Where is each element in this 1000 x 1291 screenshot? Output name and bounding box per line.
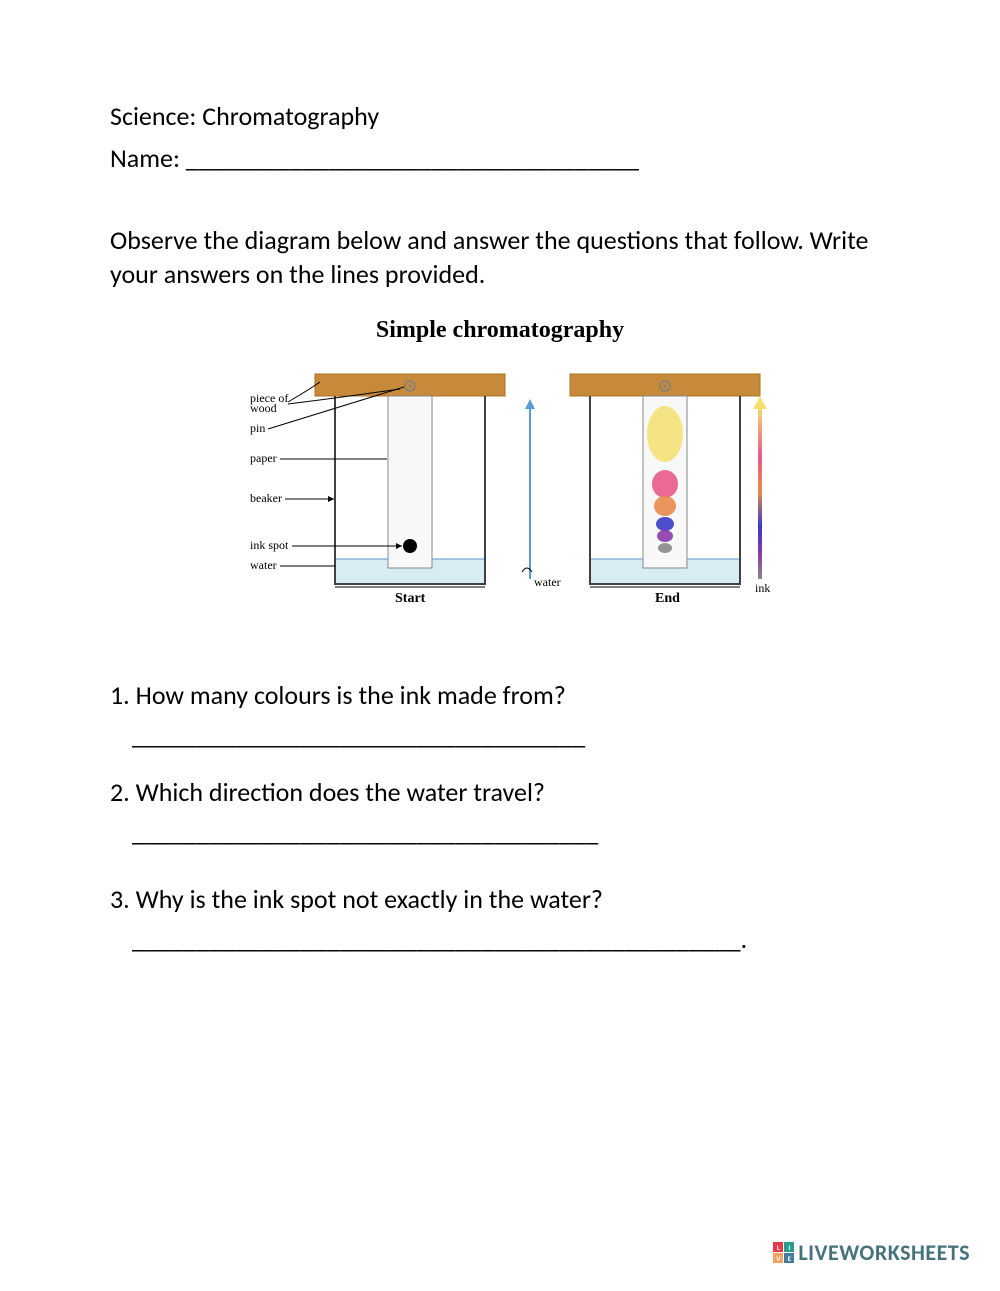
label-water: water xyxy=(250,558,277,572)
answer-line-2[interactable]: ____________________________________ xyxy=(110,816,890,848)
ink-arrow: ink xyxy=(753,396,770,595)
question-1: 1. How many colours is the ink made from… xyxy=(110,679,890,711)
label-piece-of-wood-2: wood xyxy=(250,401,277,415)
diagram-container: Simple chromatography piece of wood pin xyxy=(110,317,890,639)
name-field[interactable]: Name: __________________________________… xyxy=(110,142,890,174)
water-arrow: water xyxy=(522,399,561,589)
label-ink-spot: ink spot xyxy=(250,538,289,552)
label-pin: pin xyxy=(250,421,265,435)
svg-text:ink: ink xyxy=(755,581,770,595)
label-end: End xyxy=(655,591,680,606)
label-beaker: beaker xyxy=(250,491,282,505)
watermark-icon: L I V E xyxy=(773,1242,794,1263)
label-paper: paper xyxy=(250,451,277,465)
chromatography-diagram: piece of wood pin paper beaker ink spot … xyxy=(220,354,780,634)
instructions-text: Observe the diagram below and answer the… xyxy=(110,224,890,292)
question-2: 2. Which direction does the water travel… xyxy=(110,776,890,808)
watermark: L I V E LIVEWORKSHEETS xyxy=(773,1239,970,1266)
answer-line-3[interactable]: ________________________________________… xyxy=(110,923,890,955)
label-start: Start xyxy=(395,591,426,606)
diagram-title: Simple chromatography xyxy=(110,317,890,344)
end-beaker-group xyxy=(570,374,760,584)
subject-title: Science: Chromatography xyxy=(110,100,890,132)
question-3: 3. Why is the ink spot not exactly in th… xyxy=(110,883,890,915)
answer-line-1[interactable]: ___________________________________ xyxy=(110,719,890,751)
svg-text:water: water xyxy=(534,575,561,589)
watermark-text: LIVEWORKSHEETS xyxy=(798,1239,970,1266)
